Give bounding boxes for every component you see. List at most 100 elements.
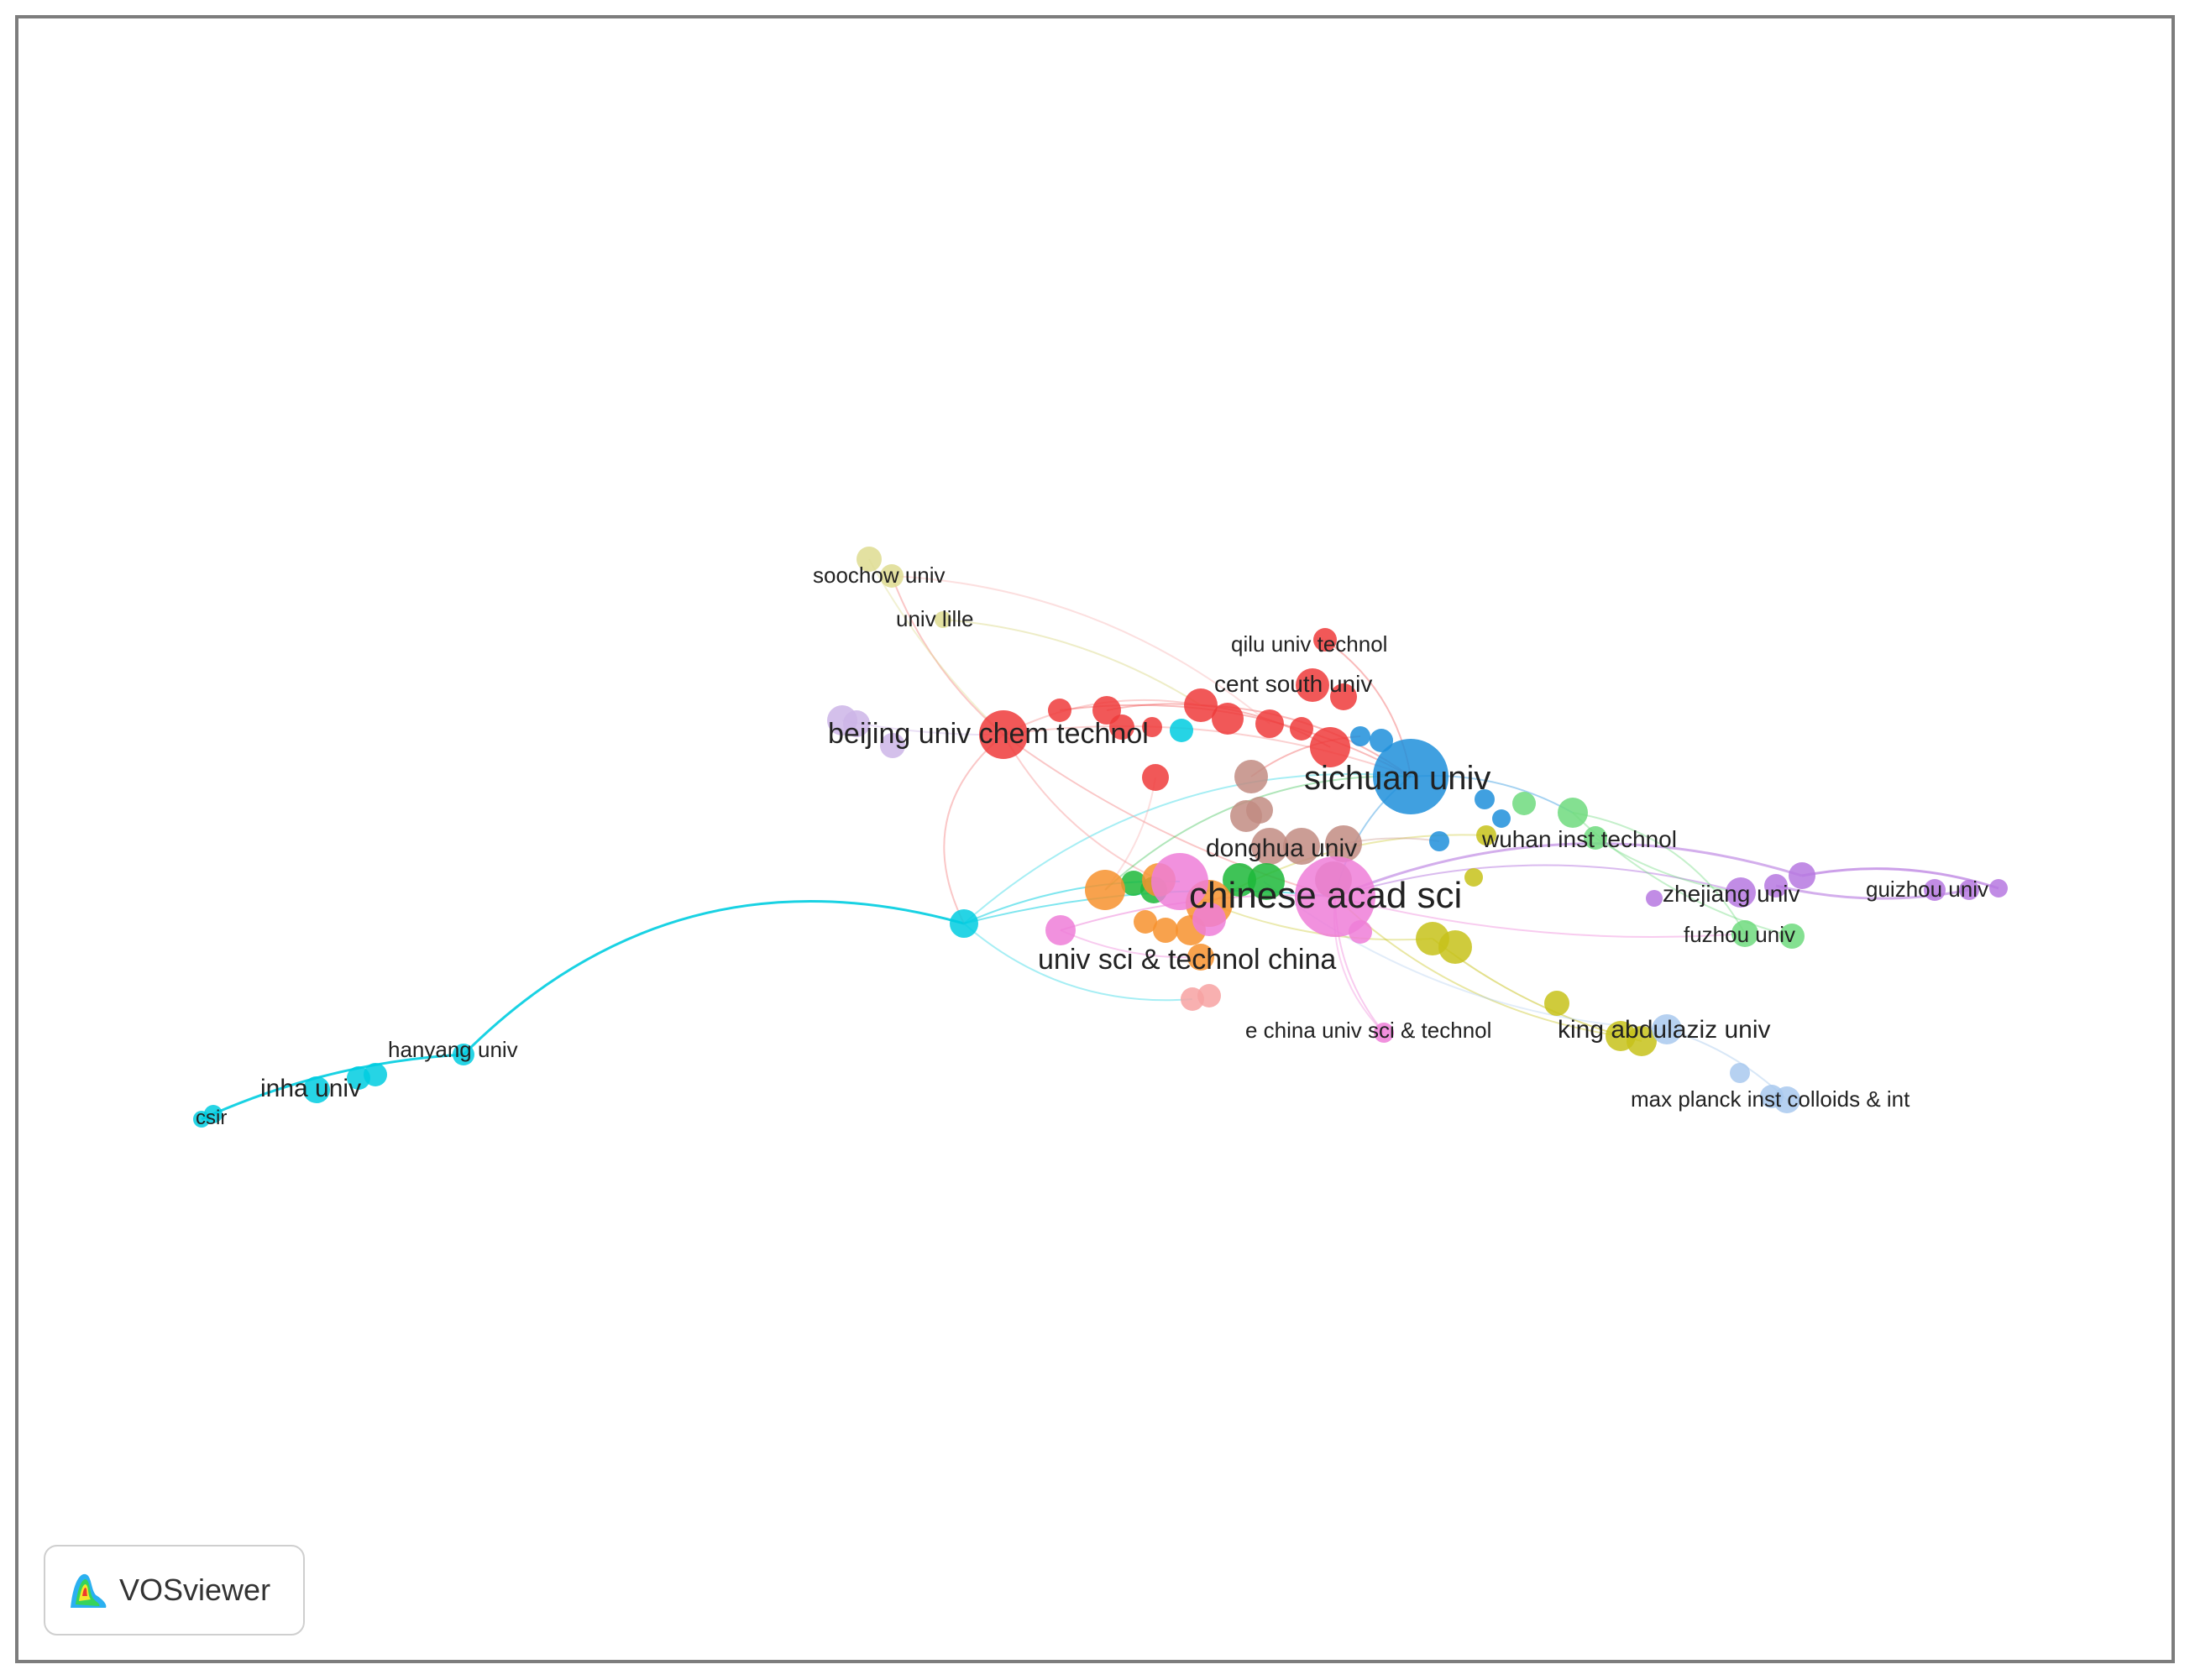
network-node-red[interactable] xyxy=(1255,709,1284,738)
label-donghua[interactable]: donghua univ xyxy=(1206,835,1357,862)
network-node-lightgreen[interactable] xyxy=(1512,792,1536,815)
network-link xyxy=(942,619,1202,706)
network-node-red[interactable] xyxy=(1142,764,1169,791)
label-hanyang[interactable]: hanyang univ xyxy=(388,1037,518,1062)
network-link xyxy=(1572,812,1746,934)
label-ustc[interactable]: univ sci & technol china xyxy=(1038,944,1336,976)
label-lille[interactable]: univ lille xyxy=(896,606,974,631)
network-node-pink[interactable] xyxy=(1045,915,1076,945)
label-csir[interactable]: csir xyxy=(196,1107,227,1129)
network-link xyxy=(201,1053,464,1121)
network-node-blue[interactable] xyxy=(1373,739,1448,814)
network-node-purple[interactable] xyxy=(1726,877,1756,908)
network-node-purple[interactable] xyxy=(1959,880,1979,900)
network-node-green[interactable] xyxy=(1121,871,1146,896)
network-node-pink[interactable] xyxy=(1349,920,1372,944)
network-node-red[interactable] xyxy=(979,710,1028,759)
network-node-pink[interactable] xyxy=(1151,853,1208,910)
network-node-cyan[interactable] xyxy=(1170,719,1193,742)
network-node-red[interactable] xyxy=(1109,714,1134,740)
network-node-olive[interactable] xyxy=(1464,868,1483,887)
network-node-lightblue[interactable] xyxy=(1773,1086,1800,1113)
network-node-red[interactable] xyxy=(1330,683,1357,710)
network-node-purple[interactable] xyxy=(1989,879,2008,898)
network-node-lightgreen[interactable] xyxy=(1584,826,1607,850)
network-node-purple[interactable] xyxy=(1924,879,1946,901)
network-node-pink[interactable] xyxy=(1192,903,1226,936)
network-node-cyan[interactable] xyxy=(204,1105,223,1123)
network-node-blue[interactable] xyxy=(1350,726,1370,746)
network-node-khaki[interactable] xyxy=(857,547,882,572)
network-node-brown[interactable] xyxy=(1230,800,1262,832)
network-node-cyan[interactable] xyxy=(453,1044,474,1065)
network-node-lightblue[interactable] xyxy=(1652,1014,1682,1044)
network-node-purple[interactable] xyxy=(1764,874,1788,898)
network-node-red[interactable] xyxy=(1296,668,1329,702)
network-node-lightpurple[interactable] xyxy=(843,710,870,737)
network-node-khaki[interactable] xyxy=(935,611,951,628)
label-layer: soochow univ univ lille qilu univ techno… xyxy=(196,563,1988,1129)
network-node-green[interactable] xyxy=(1248,863,1285,900)
network-node-purple[interactable] xyxy=(1646,890,1663,907)
label-zhejiang[interactable]: zhejiang univ xyxy=(1663,881,1799,907)
network-node-green[interactable] xyxy=(1223,863,1256,897)
vosviewer-logo-icon xyxy=(71,1573,107,1608)
network-node-lightpurple[interactable] xyxy=(880,733,905,758)
label-ecust[interactable]: e china univ sci & technol xyxy=(1245,1018,1491,1043)
network-node-olive[interactable] xyxy=(1627,1026,1657,1056)
network-node-orange[interactable] xyxy=(1153,918,1178,943)
network-node-lightgreen[interactable] xyxy=(1558,798,1588,828)
label-kau[interactable]: king abdulaziz univ xyxy=(1558,1016,1771,1044)
network-node-red[interactable] xyxy=(1310,727,1350,767)
network-node-olive[interactable] xyxy=(1476,825,1496,845)
network-node-red[interactable] xyxy=(1048,699,1071,722)
network-node-blue[interactable] xyxy=(1492,809,1511,828)
label-cas[interactable]: chinese acad sci xyxy=(1189,875,1462,916)
label-wuhan[interactable]: wuhan inst technol xyxy=(1481,826,1677,852)
network-node-blue[interactable] xyxy=(1370,729,1393,752)
network-node-red[interactable] xyxy=(1184,688,1218,722)
network-link xyxy=(1334,864,1742,898)
network-node-red[interactable] xyxy=(1313,628,1337,652)
network-link xyxy=(1334,842,1803,898)
network-node-lightgreen[interactable] xyxy=(1731,920,1758,947)
network-link xyxy=(963,923,1193,1002)
network-node-cyan[interactable] xyxy=(303,1076,330,1103)
network-node-pink[interactable] xyxy=(1295,856,1375,937)
network-node-orange[interactable] xyxy=(1134,910,1157,934)
network-link xyxy=(943,734,1004,924)
network-node-olive[interactable] xyxy=(1438,930,1472,964)
label-qilu[interactable]: qilu univ technol xyxy=(1231,631,1387,657)
network-node-salmon[interactable] xyxy=(1197,984,1221,1007)
network-node-olive[interactable] xyxy=(1544,991,1569,1016)
network-link xyxy=(1595,837,1742,893)
network-node-red[interactable] xyxy=(1212,703,1244,735)
network-node-brown[interactable] xyxy=(1325,825,1362,862)
network-node-orange[interactable] xyxy=(1085,870,1125,910)
label-guizhou[interactable]: guizhou univ xyxy=(1866,877,1988,902)
network-node-lightblue[interactable] xyxy=(1730,1063,1750,1083)
network-node-orange[interactable] xyxy=(1187,944,1214,971)
network-node-cyan[interactable] xyxy=(364,1063,387,1086)
network-node-pink[interactable] xyxy=(1374,1023,1394,1043)
network-link xyxy=(462,900,965,1056)
network-node-blue[interactable] xyxy=(1429,831,1449,851)
label-inha[interactable]: inha univ xyxy=(260,1075,361,1102)
network-node-red[interactable] xyxy=(1290,717,1313,741)
network-node-red[interactable] xyxy=(1142,717,1162,737)
network-node-lightgreen[interactable] xyxy=(1779,924,1805,949)
network-node-brown[interactable] xyxy=(1234,760,1268,793)
label-buct[interactable]: beijing univ chem technol xyxy=(828,718,1149,750)
label-sichuan[interactable]: sichuan univ xyxy=(1304,760,1490,797)
network-node-khaki[interactable] xyxy=(880,564,904,588)
network-node-purple[interactable] xyxy=(1789,862,1815,889)
label-maxplanck[interactable]: max planck inst colloids & int xyxy=(1631,1086,1910,1112)
label-soochow[interactable]: soochow univ xyxy=(813,563,946,588)
label-fuzhou[interactable]: fuzhou univ xyxy=(1684,922,1795,947)
network-node-brown[interactable] xyxy=(1251,828,1288,865)
network-node-brown[interactable] xyxy=(1283,828,1320,865)
network-node-cyan[interactable] xyxy=(950,909,978,938)
label-centsouth[interactable]: cent south univ xyxy=(1214,671,1372,697)
network-node-blue[interactable] xyxy=(1475,789,1495,809)
